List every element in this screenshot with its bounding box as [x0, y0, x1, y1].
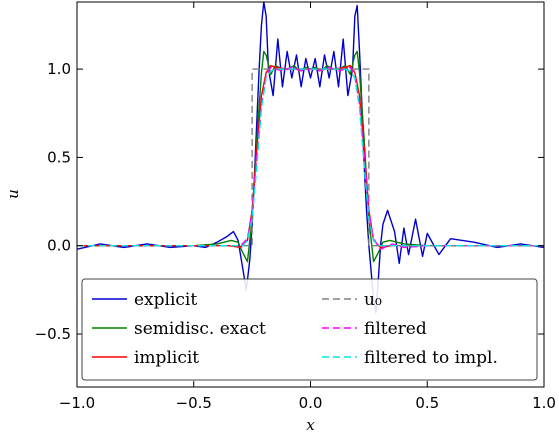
ticks-layer: −1.0 −0.5 0.0 0.5 1.0 −0.5 0.0 0.5 1.0: [35, 2, 556, 412]
y-axis-label: u: [4, 189, 22, 199]
series-line-5: [77, 68, 544, 247]
legend-label-5: filtered to impl.: [364, 348, 498, 368]
y-tick-label-0: −0.5: [35, 325, 71, 343]
x-tick-label-4: 1.0: [532, 394, 556, 412]
legend-label-4: filtered: [364, 319, 427, 339]
x-tick-label-3: 0.5: [415, 394, 439, 412]
x-tick-label-0: −1.0: [59, 394, 95, 412]
x-tick-label-1: −0.5: [176, 394, 212, 412]
series-layer: [77, 2, 544, 314]
y-tick-label-2: 0.5: [47, 148, 71, 166]
legend: explicit semidisc. exact implicit u₀ filtere…: [81, 278, 538, 381]
x-tick-label-2: 0.0: [299, 394, 323, 412]
legend-label-2: implicit: [134, 348, 199, 368]
y-tick-label-3: 1.0: [47, 60, 71, 78]
legend-label-1: semidisc. exact: [134, 319, 266, 339]
legend-box: [81, 278, 538, 381]
legend-label-0: explicit: [134, 290, 197, 310]
legend-label-3: u₀: [364, 290, 382, 310]
x-axis-label: x: [306, 416, 315, 434]
y-tick-label-1: 0.0: [47, 237, 71, 255]
